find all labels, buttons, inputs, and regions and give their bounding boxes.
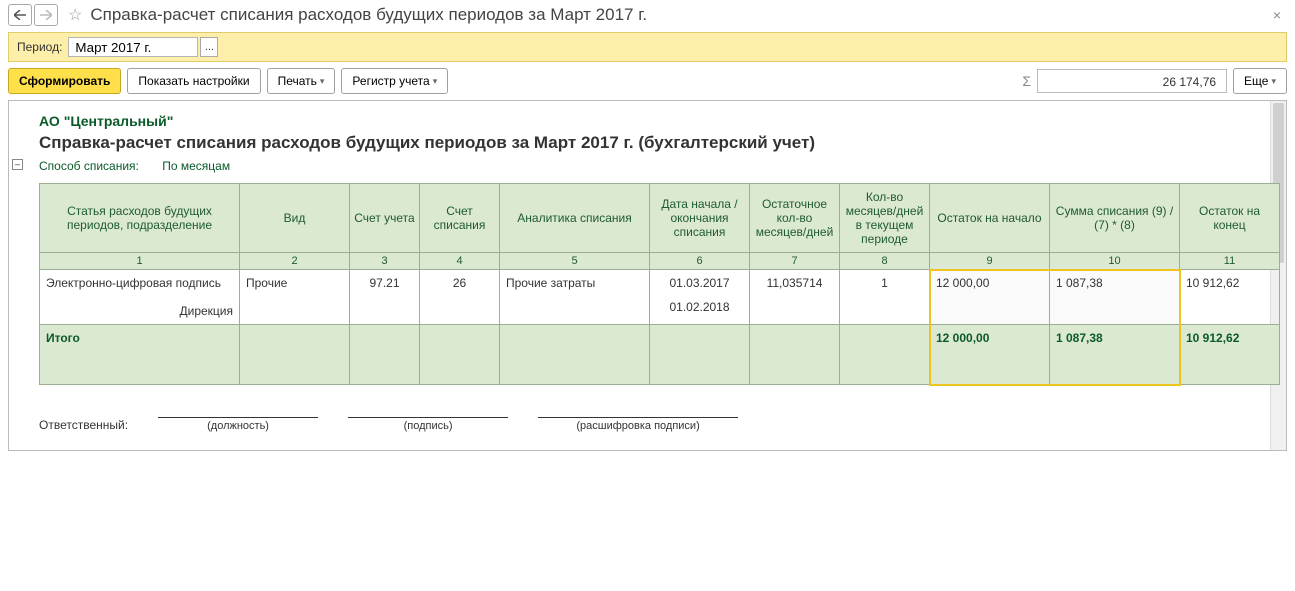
forward-button[interactable]: [34, 4, 58, 26]
cell-analytics: Прочие затраты: [500, 270, 650, 325]
col-writeoff: Сумма списания (9) / (7) * (8): [1050, 184, 1180, 253]
date-start: 01.03.2017: [656, 276, 743, 290]
writeoff-method-label: Способ списания:: [39, 159, 139, 173]
caption-name: (расшифровка подписи): [576, 420, 699, 432]
period-bar: Период: ...: [8, 32, 1287, 62]
totals-row: Итого 12 000,00 1 087,38 10 912,62: [40, 325, 1280, 385]
colnum-3: 3: [350, 253, 420, 270]
colnum-8: 8: [840, 253, 930, 270]
col-rem-months: Остаточное кол-во месяцев/дней: [750, 184, 840, 253]
responsible-label: Ответственный:: [39, 418, 128, 432]
totals-label: Итого: [40, 325, 240, 385]
caption-post: (должность): [207, 420, 269, 432]
register-button[interactable]: Регистр учета: [341, 68, 448, 94]
cell-acct-off: 26: [420, 270, 500, 325]
colnum-7: 7: [750, 253, 840, 270]
period-label: Период:: [17, 40, 62, 54]
close-button[interactable]: ×: [1267, 7, 1287, 23]
colnum-4: 4: [420, 253, 500, 270]
colnum-6: 6: [650, 253, 750, 270]
toolbar: Сформировать Показать настройки Печать Р…: [0, 62, 1295, 100]
col-article: Статья расходов будущих периодов, подраз…: [40, 184, 240, 253]
signature-row: Ответственный: (должность) (подпись) (ра…: [39, 417, 1276, 432]
col-dates: Дата начала / окончания списания: [650, 184, 750, 253]
signature-sign: (подпись): [348, 417, 508, 432]
cell-start-bal: 12 000,00: [930, 270, 1050, 325]
sum-display: 26 174,76: [1037, 69, 1227, 93]
totals-writeoff: 1 087,38: [1050, 325, 1180, 385]
show-settings-button[interactable]: Показать настройки: [127, 68, 260, 94]
organization-name: АО "Центральный": [39, 113, 1276, 129]
colnum-10: 10: [1050, 253, 1180, 270]
col-cur-months: Кол-во месяцев/дней в текущем периоде: [840, 184, 930, 253]
colnum-9: 9: [930, 253, 1050, 270]
table-colnum-row: 1 2 3 4 5 6 7 8 9 10 11: [40, 253, 1280, 270]
col-kind: Вид: [240, 184, 350, 253]
page-title: Справка-расчет списания расходов будущих…: [90, 5, 647, 25]
cell-rem-months: 11,035714: [750, 270, 840, 325]
writeoff-method-value: По месяцам: [162, 159, 230, 173]
table-header-row: Статья расходов будущих периодов, подраз…: [40, 184, 1280, 253]
subdivision-text: Дирекция: [46, 304, 233, 318]
colnum-5: 5: [500, 253, 650, 270]
sigma-icon: Σ: [1022, 73, 1031, 89]
report-area: – АО "Центральный" Справка-расчет списан…: [8, 100, 1287, 451]
titlebar: ☆ Справка-расчет списания расходов будущ…: [0, 0, 1295, 30]
period-picker-button[interactable]: ...: [200, 37, 218, 57]
table-row[interactable]: Электронно-цифровая подпись Дирекция Про…: [40, 270, 1280, 325]
col-acct: Счет учета: [350, 184, 420, 253]
colnum-2: 2: [240, 253, 350, 270]
table-container: Статья расходов будущих периодов, подраз…: [39, 183, 1276, 385]
totals-end-bal: 10 912,62: [1180, 325, 1280, 385]
cell-kind: Прочие: [240, 270, 350, 325]
col-acct-off: Счет списания: [420, 184, 500, 253]
col-end-bal: Остаток на конец: [1180, 184, 1280, 253]
back-button[interactable]: [8, 4, 32, 26]
caption-sign: (подпись): [404, 420, 453, 432]
colnum-1: 1: [40, 253, 240, 270]
cell-end-bal: 10 912,62: [1180, 270, 1280, 325]
cell-acct: 97.21: [350, 270, 420, 325]
cell-dates: 01.03.2017 01.02.2018: [650, 270, 750, 325]
report-title: Справка-расчет списания расходов будущих…: [39, 133, 1276, 153]
cell-writeoff: 1 087,38: [1050, 270, 1180, 325]
signature-name: (расшифровка подписи): [538, 417, 738, 432]
article-text: Электронно-цифровая подпись: [46, 276, 221, 290]
cell-article: Электронно-цифровая подпись Дирекция: [40, 270, 240, 325]
collapse-toggle[interactable]: –: [12, 159, 23, 170]
cell-cur-months: 1: [840, 270, 930, 325]
date-end: 01.02.2018: [656, 300, 743, 314]
generate-button[interactable]: Сформировать: [8, 68, 121, 94]
signature-post: (должность): [158, 417, 318, 432]
more-button[interactable]: Еще: [1233, 68, 1287, 94]
favorite-star-icon[interactable]: ☆: [68, 5, 82, 25]
colnum-11: 11: [1180, 253, 1280, 270]
totals-start-bal: 12 000,00: [930, 325, 1050, 385]
print-button[interactable]: Печать: [267, 68, 336, 94]
col-analytics: Аналитика списания: [500, 184, 650, 253]
report-table: Статья расходов будущих периодов, подраз…: [39, 183, 1280, 385]
col-start-bal: Остаток на начало: [930, 184, 1050, 253]
period-input[interactable]: [68, 37, 198, 57]
